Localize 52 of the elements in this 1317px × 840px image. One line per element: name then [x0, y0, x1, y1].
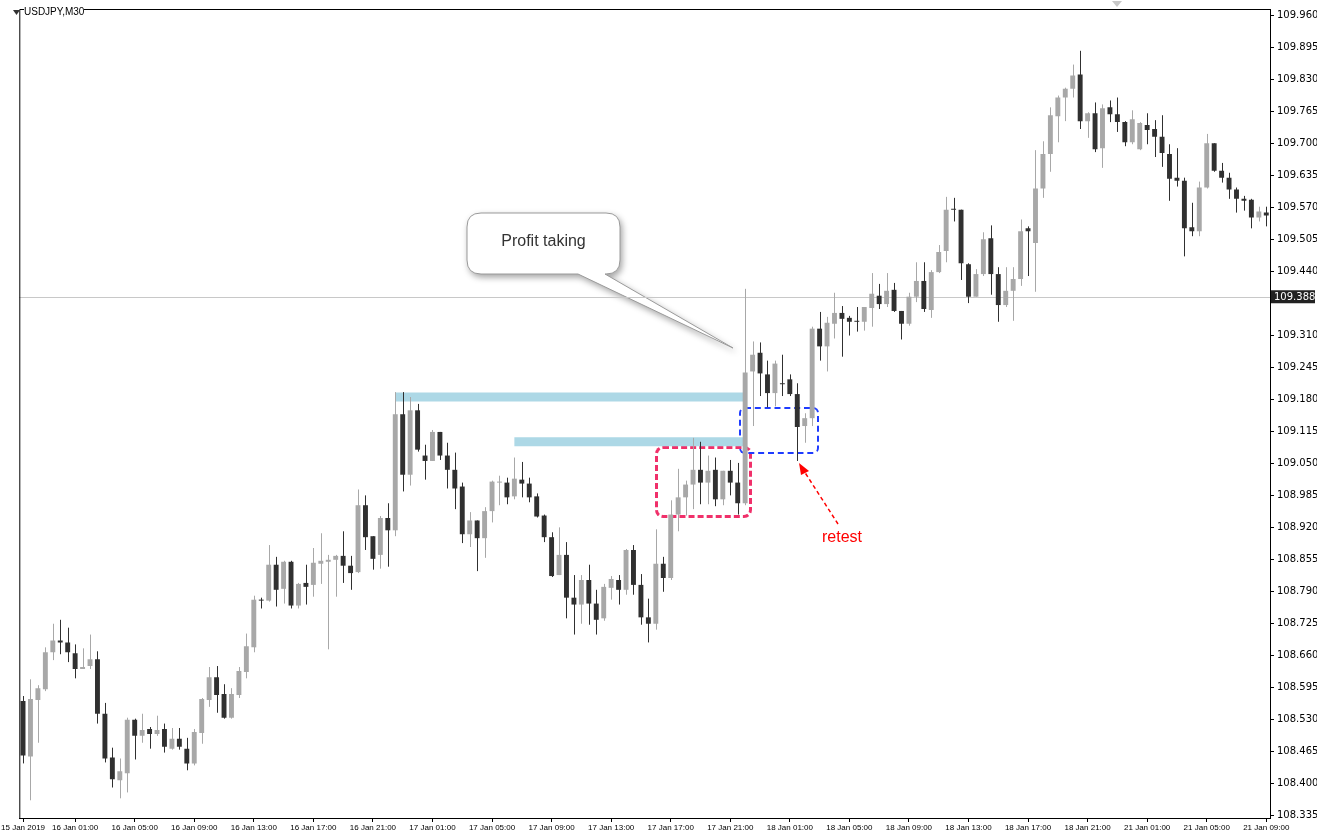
y-tick-label: 108.465	[1277, 744, 1317, 756]
y-tick-label: 109.180	[1277, 393, 1317, 405]
y-tick-label: 108.400	[1277, 776, 1317, 788]
x-tick-label: 18 Jan 17:00	[1004, 823, 1052, 832]
x-tick-label: 17 Jan 01:00	[409, 823, 457, 832]
x-tick-label: 21 Jan 01:00	[1124, 823, 1171, 832]
y-tick-label: 108.790	[1277, 584, 1317, 596]
ref-line-label: 109.388	[1274, 290, 1316, 302]
x-tick-label: 18 Jan 21:00	[1064, 823, 1112, 832]
y-tick-label: 109.440	[1277, 265, 1317, 277]
y-tick-label: 108.660	[1277, 648, 1317, 660]
x-tick-label: 17 Jan 21:00	[707, 823, 754, 832]
y-tick-label: 109.830	[1277, 73, 1317, 85]
y-tick-label: 108.985	[1277, 488, 1317, 500]
y-tick-label: 109.505	[1277, 233, 1317, 245]
annotation: Profit taking	[500, 232, 587, 250]
y-tick-label: 108.595	[1277, 680, 1317, 692]
y-tick-label: 109.570	[1277, 201, 1317, 213]
x-tick-label: 18 Jan 05:00	[826, 823, 874, 832]
x-tick-label: 17 Jan 09:00	[528, 823, 576, 832]
y-tick-label: 109.895	[1277, 41, 1317, 53]
y-tick-label: 109.960	[1277, 9, 1317, 21]
y-tick-label: 109.700	[1277, 137, 1317, 149]
x-tick-label: 17 Jan 05:00	[468, 823, 516, 832]
y-tick-label: 109.765	[1277, 105, 1317, 117]
x-tick-label: 21 Jan 09:00	[1243, 823, 1290, 832]
x-tick-label: 16 Jan 09:00	[171, 823, 218, 832]
x-tick-label: 16 Jan 21:00	[349, 823, 397, 832]
y-tick-label: 108.725	[1277, 616, 1317, 628]
x-tick-label: 16 Jan 01:00	[52, 823, 99, 832]
x-tick-label: 18 Jan 09:00	[885, 823, 933, 832]
x-tick-label: 21 Jan 05:00	[1183, 823, 1231, 832]
y-tick-label: 109.635	[1277, 169, 1317, 181]
y-tick-label: 109.115	[1277, 425, 1317, 437]
x-tick-label: 18 Jan 01:00	[766, 823, 814, 832]
candlestick	[645, 598, 651, 643]
x-tick-label: 16 Jan 13:00	[230, 823, 278, 832]
x-tick-label: 18 Jan 13:00	[945, 823, 993, 832]
x-tick-label: 17 Jan 13:00	[588, 823, 635, 832]
y-tick-label: 108.920	[1277, 520, 1317, 532]
y-tick-label: 108.855	[1277, 552, 1317, 564]
x-tick-label: 16 Jan 05:00	[111, 823, 159, 832]
y-tick-label: 109.310	[1277, 329, 1317, 341]
x-tick-label: 16 Jan 17:00	[290, 823, 338, 832]
x-tick-label: 17 Jan 17:00	[647, 823, 695, 832]
y-tick-label: 108.335	[1277, 808, 1317, 820]
annotation: retest	[822, 528, 863, 546]
chart-title: USDJPY,M30	[24, 6, 85, 17]
y-tick-label: 109.050	[1277, 457, 1317, 469]
y-tick-label: 109.245	[1277, 361, 1317, 373]
y-tick-label: 108.530	[1277, 712, 1317, 724]
x-tick-label: 15 Jan 2019	[1, 823, 46, 832]
